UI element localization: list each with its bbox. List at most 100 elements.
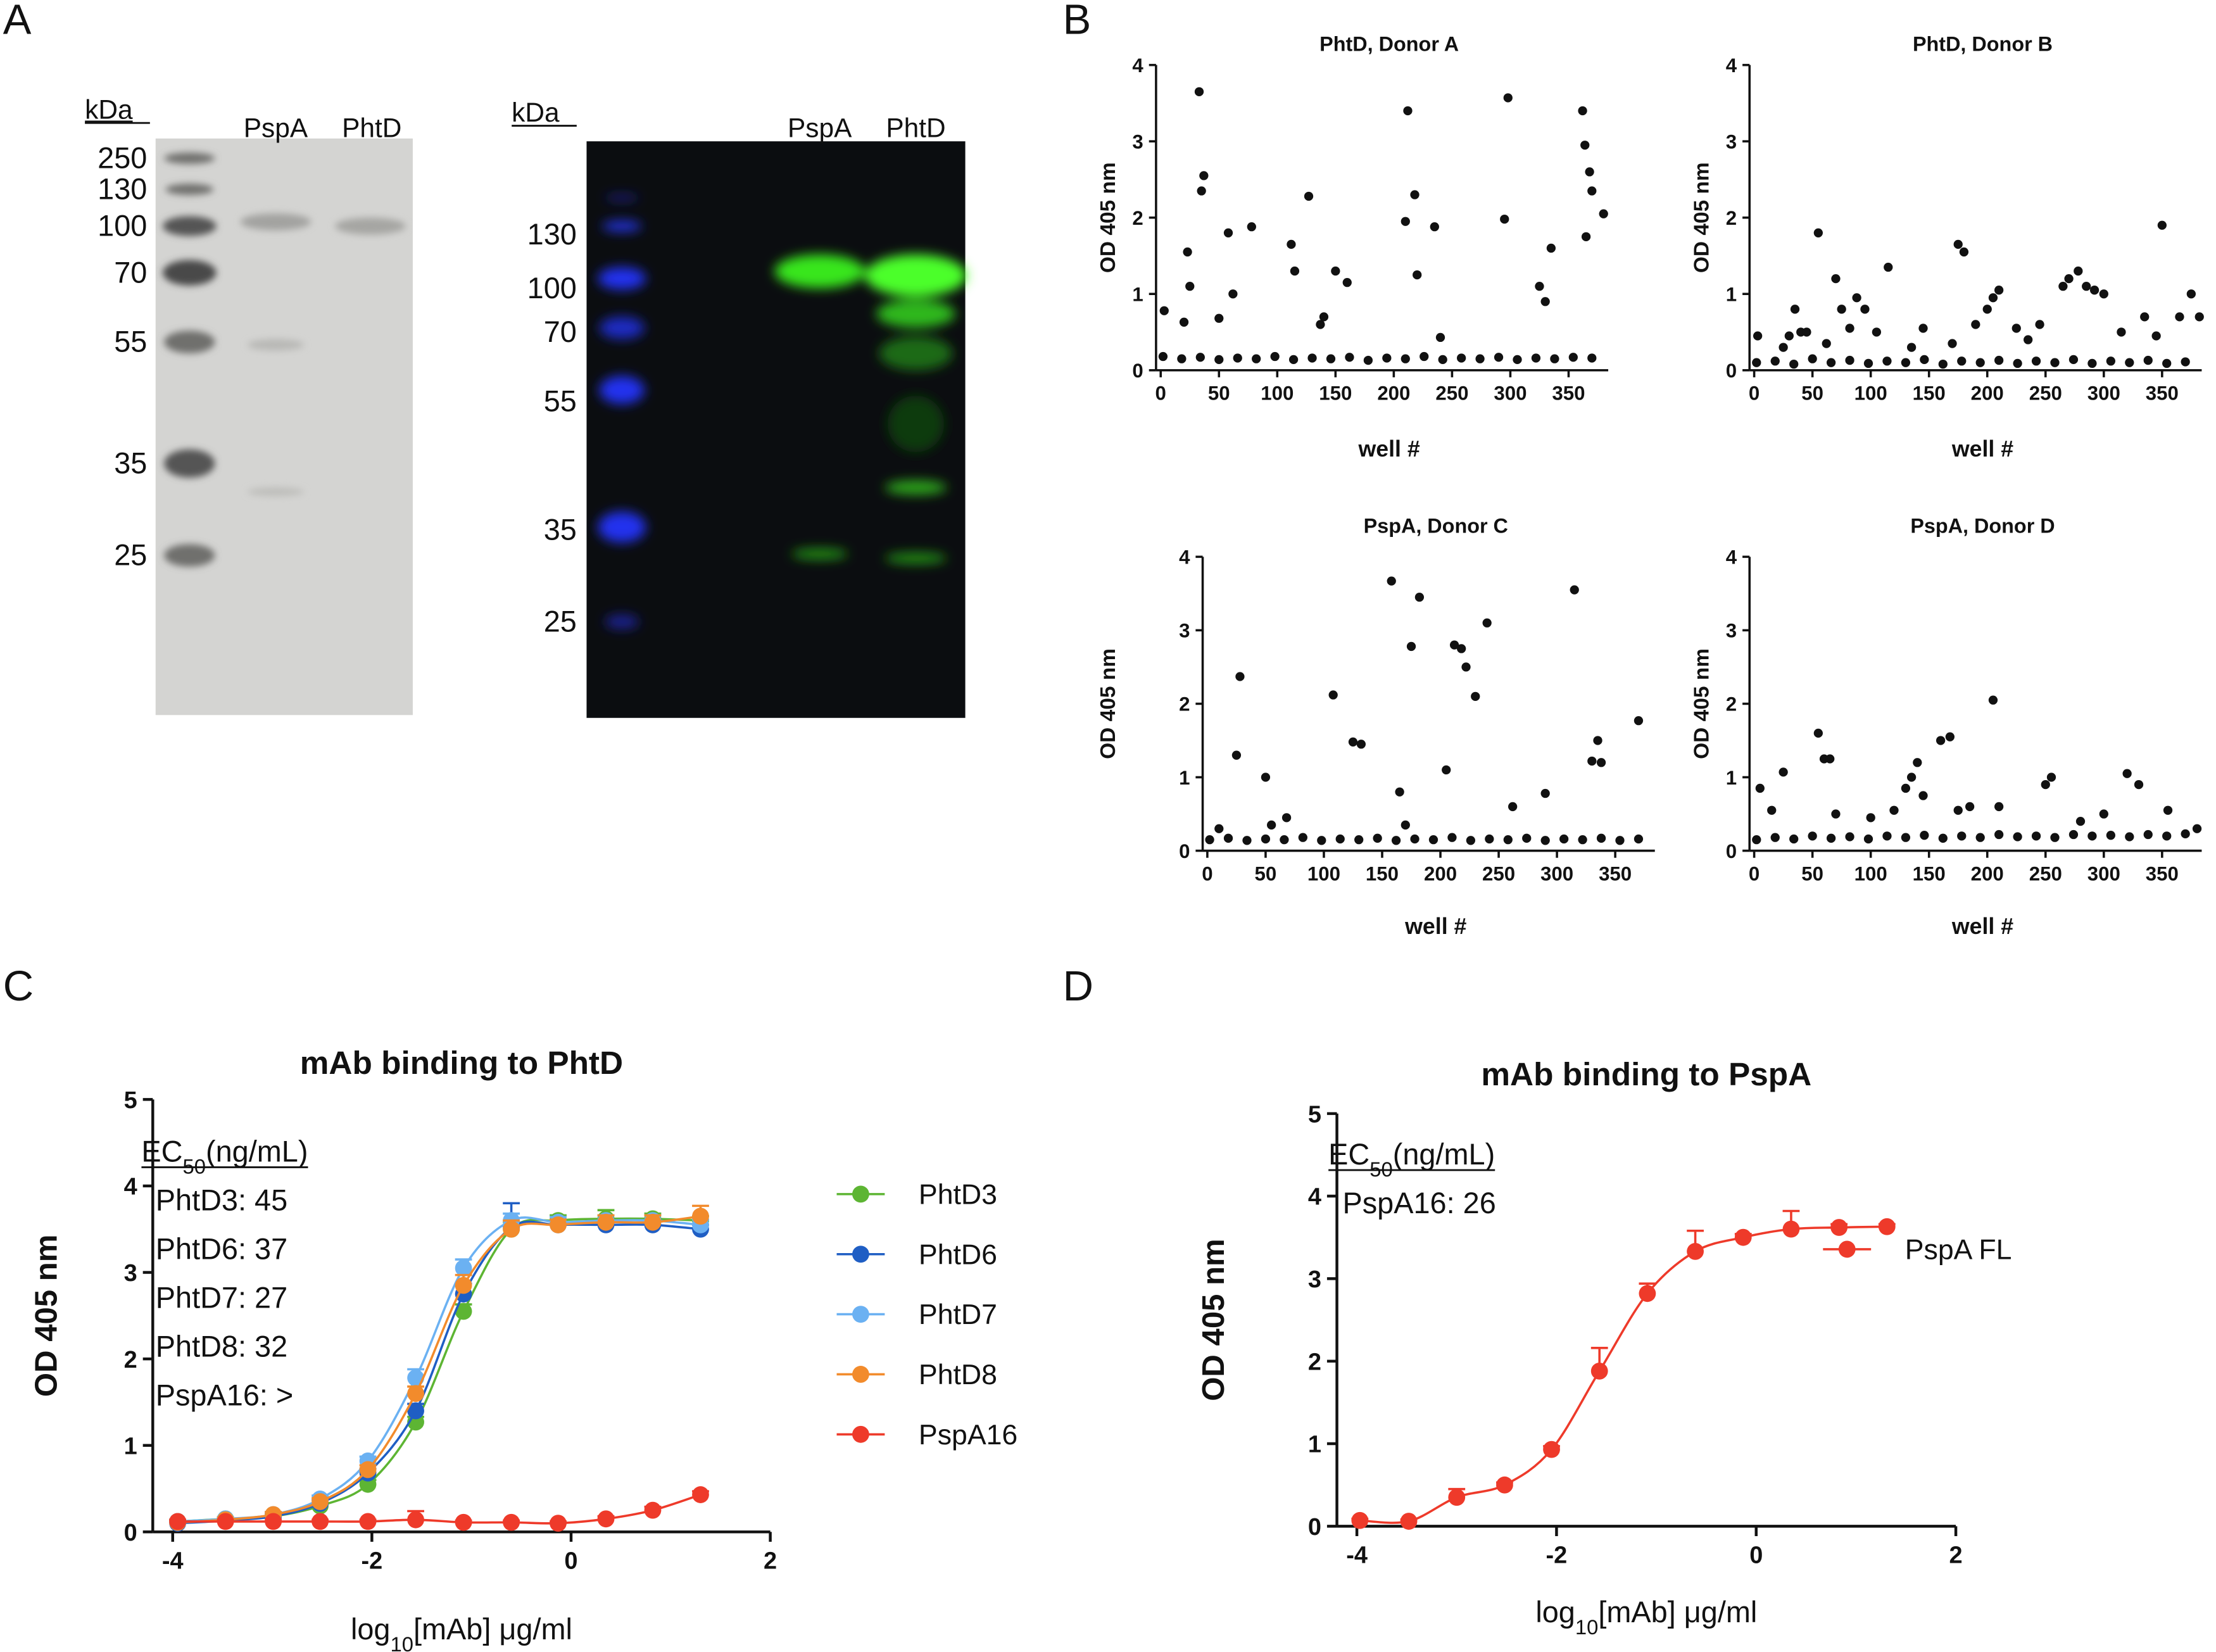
data-point xyxy=(1994,355,2004,365)
annotation: PhtD6: 37 xyxy=(156,1233,287,1266)
data-point xyxy=(1599,209,1608,218)
data-point xyxy=(1233,353,1242,363)
x-tick-label: 300 xyxy=(1494,382,1527,405)
data-point xyxy=(1901,833,1911,842)
data-point xyxy=(1373,833,1382,843)
data-point xyxy=(1593,736,1602,745)
y-tick-label: 4 xyxy=(124,1174,137,1201)
data-point xyxy=(1826,358,1836,367)
data-point xyxy=(692,1207,709,1225)
data-point xyxy=(1185,282,1195,291)
data-point xyxy=(2175,312,2184,322)
panel-letter: D xyxy=(1063,962,1093,1010)
x-tick-label: 150 xyxy=(1319,382,1352,405)
x-axis-label-part: [mAb] μg/ml xyxy=(1598,1596,1757,1629)
data-point xyxy=(550,1515,567,1532)
data-point xyxy=(1830,1219,1848,1236)
y-tick-label: 1 xyxy=(124,1433,137,1460)
data-point xyxy=(2125,832,2134,842)
data-point xyxy=(1975,833,1985,842)
data-point xyxy=(1535,282,1544,291)
data-point xyxy=(1335,834,1345,844)
data-point xyxy=(1778,343,1788,352)
data-point xyxy=(1906,343,1917,352)
data-point xyxy=(1587,756,1597,766)
data-point xyxy=(1782,1220,1800,1238)
y-tick-label: 4 xyxy=(1726,54,1737,77)
data-point xyxy=(1410,190,1420,199)
data-point xyxy=(1994,802,2004,812)
data-point xyxy=(1938,359,1948,369)
x-tick-label: 2 xyxy=(764,1548,777,1574)
y-axis-label: OD 405 nm xyxy=(1197,1239,1231,1401)
marker-label: 70 xyxy=(114,256,147,289)
data-point xyxy=(1331,266,1340,276)
data-point xyxy=(1965,802,1975,812)
data-point xyxy=(1918,791,1928,800)
y-axis-label: OD 405 nm xyxy=(1097,648,1120,759)
x-tick-label: 100 xyxy=(1854,862,1887,885)
data-point xyxy=(1578,835,1587,845)
data-point xyxy=(1342,277,1352,287)
x-tick-label: 0 xyxy=(1749,1542,1763,1568)
data-point xyxy=(1808,831,1817,841)
data-point xyxy=(1235,672,1245,681)
x-axis-label-part: 10 xyxy=(391,1632,413,1652)
y-tick-label: 0 xyxy=(1179,840,1190,862)
data-point xyxy=(644,1501,662,1519)
data-point xyxy=(2011,324,2021,333)
data-point xyxy=(1634,716,1644,726)
marker-label: 35 xyxy=(544,514,577,546)
data-point xyxy=(1752,835,1761,845)
data-point xyxy=(1420,351,1429,362)
data-point xyxy=(1261,834,1271,844)
data-point xyxy=(1242,836,1252,845)
data-point xyxy=(1959,247,1969,257)
y-tick-label: 2 xyxy=(1132,207,1143,229)
data-point xyxy=(1540,788,1550,798)
y-tick-label: 4 xyxy=(1132,54,1143,77)
data-point xyxy=(1351,1511,1369,1529)
data-point xyxy=(1261,772,1271,782)
data-point xyxy=(1223,833,1233,843)
data-point xyxy=(1808,354,1817,363)
data-point xyxy=(1471,691,1480,701)
data-point xyxy=(1863,834,1873,844)
data-point xyxy=(1570,585,1579,595)
data-point xyxy=(1159,306,1169,315)
data-point xyxy=(1994,286,2004,295)
chart-title: PspA, Donor C xyxy=(1364,514,1508,537)
data-point xyxy=(1901,783,1911,793)
y-axis-label: OD 405 nm xyxy=(30,1235,64,1397)
data-point xyxy=(1913,758,1922,767)
data-point xyxy=(1508,802,1518,812)
y-tick-label: 2 xyxy=(1726,693,1737,716)
x-tick-label: 250 xyxy=(1435,382,1468,405)
data-point xyxy=(1223,228,1233,237)
data-point xyxy=(1456,353,1466,363)
data-point xyxy=(1410,834,1420,844)
y-tick-label: 2 xyxy=(1308,1349,1321,1375)
x-tick-label: 300 xyxy=(2087,862,2120,885)
legend-label: PhtD8 xyxy=(919,1359,997,1390)
data-point xyxy=(1197,186,1206,196)
x-tick-label: 350 xyxy=(2146,382,2179,405)
y-tick-label: 2 xyxy=(124,1347,137,1373)
data-point xyxy=(1290,266,1300,276)
data-point xyxy=(1936,736,1946,745)
data-point xyxy=(1550,354,1559,363)
data-point xyxy=(2031,831,2041,841)
data-point xyxy=(1158,351,1168,362)
data-point xyxy=(1770,356,1780,366)
x-tick-label: 0 xyxy=(1749,382,1760,405)
data-point xyxy=(2194,312,2204,322)
data-point xyxy=(1457,644,1466,653)
y-tick-label: 4 xyxy=(1308,1184,1321,1211)
data-point xyxy=(1400,1513,1418,1530)
y-axis-label: OD 405 nm xyxy=(1690,162,1714,273)
annotation-header: EC50(ng/mL) xyxy=(141,1135,308,1178)
data-point xyxy=(2058,282,2068,291)
x-tick-label: 0 xyxy=(1749,862,1760,885)
data-point xyxy=(1231,750,1242,760)
